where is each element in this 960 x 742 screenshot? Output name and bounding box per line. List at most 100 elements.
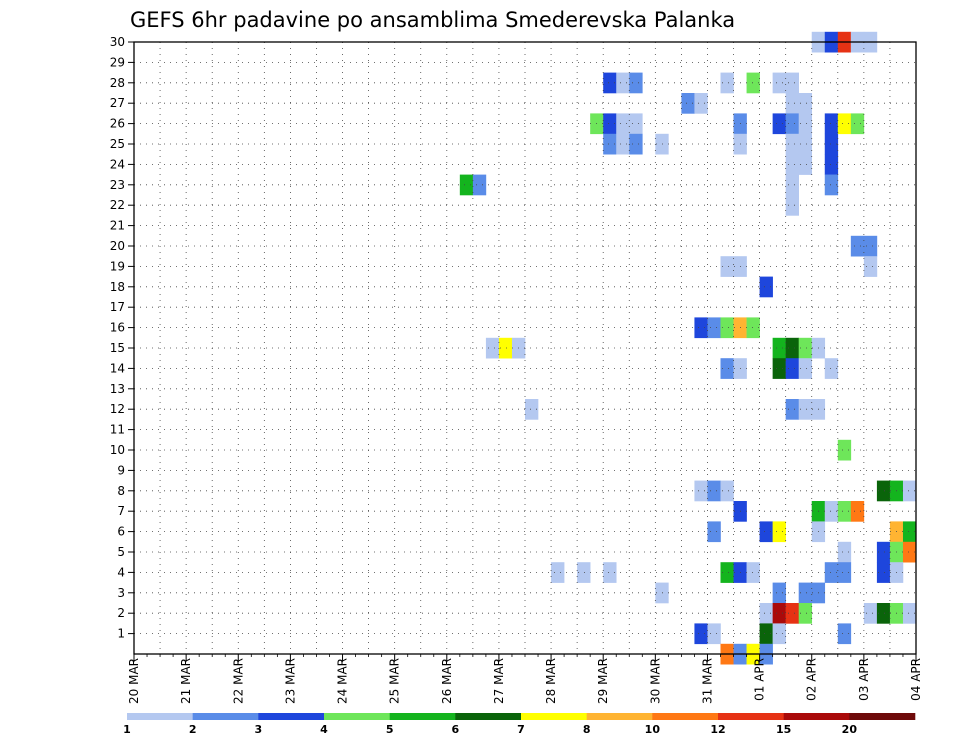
heatmap-cell-18 bbox=[616, 113, 630, 135]
y-tick-label-19: 19 bbox=[110, 259, 125, 273]
x-tick-label-2: 22 MAR bbox=[231, 658, 245, 704]
colorbar: 1 2 3 4 5 6 7 8 10 12 15 20 bbox=[123, 713, 916, 736]
heatmap-cell-101 bbox=[876, 562, 891, 583]
y-tick-label-2: 2 bbox=[117, 606, 125, 620]
heatmap-cell-108 bbox=[772, 603, 786, 624]
heatmap-cell-24 bbox=[824, 113, 839, 135]
heatmap-cell-77 bbox=[902, 480, 917, 502]
colorbar-swatch-6 bbox=[521, 713, 587, 720]
heatmap-cell-17 bbox=[603, 113, 617, 135]
x-tick-label-7: 27 MAR bbox=[492, 658, 506, 704]
heatmap-cell-44 bbox=[863, 235, 878, 257]
heatmap-cell-33 bbox=[798, 133, 813, 155]
y-tick-label-16: 16 bbox=[110, 321, 125, 335]
heatmap-cell-61 bbox=[720, 358, 734, 379]
heatmap-cell-10 bbox=[772, 72, 786, 94]
heatmap-cell-117 bbox=[759, 623, 773, 645]
heatmap-cell-73 bbox=[707, 480, 721, 502]
heatmap-cells bbox=[459, 31, 917, 665]
heatmap-cell-115 bbox=[694, 623, 708, 645]
y-tick-label-21: 21 bbox=[110, 219, 125, 233]
y-tick-label-17: 17 bbox=[110, 300, 125, 314]
heatmap-cell-72 bbox=[694, 480, 708, 502]
colorbar-swatch-10 bbox=[783, 713, 850, 720]
heatmap-cell-35 bbox=[785, 154, 799, 175]
x-tick-label-0: 20 MAR bbox=[127, 658, 141, 704]
y-tick-label-6: 6 bbox=[117, 525, 125, 539]
x-tick-label-11: 31 MAR bbox=[700, 658, 714, 704]
y-tick-label-18: 18 bbox=[110, 280, 125, 294]
heatmap-cell-22 bbox=[785, 113, 799, 135]
heatmap-cell-71 bbox=[837, 439, 852, 461]
heatmap-cell-118 bbox=[772, 623, 786, 645]
x-tick-label-4: 24 MAR bbox=[336, 658, 350, 704]
heatmap-cell-103 bbox=[655, 582, 669, 604]
heatmap-cell-53 bbox=[746, 317, 760, 339]
heatmap-cell-85 bbox=[772, 521, 786, 543]
colorbar-swatch-9 bbox=[718, 713, 784, 720]
heatmap-cell-15 bbox=[798, 93, 813, 114]
heatmap-cell-27 bbox=[603, 133, 617, 155]
x-tick-label-8: 28 MAR bbox=[544, 658, 558, 704]
colorbar-label-12: 12 bbox=[710, 723, 725, 736]
y-tick-label-5: 5 bbox=[117, 545, 125, 559]
heatmap-cell-45 bbox=[720, 256, 734, 277]
y-tick-label-1: 1 bbox=[117, 627, 125, 641]
heatmap-cell-59 bbox=[798, 337, 813, 359]
heatmap-cell-98 bbox=[746, 562, 760, 583]
heatmap-cell-94 bbox=[577, 562, 591, 583]
heatmap-cell-43 bbox=[850, 235, 865, 257]
heatmap-cell-93 bbox=[551, 562, 565, 583]
heatmap-cell-40 bbox=[785, 174, 799, 196]
y-tick-label-15: 15 bbox=[110, 341, 125, 355]
heatmap-cell-84 bbox=[759, 521, 773, 543]
colorbar-swatch-4 bbox=[389, 713, 456, 720]
heatmap-cell-96 bbox=[720, 562, 734, 583]
heatmap-cell-54 bbox=[485, 337, 500, 359]
heatmap-cell-75 bbox=[876, 480, 891, 502]
heatmap-cell-67 bbox=[525, 399, 539, 420]
heatmap-cell-26 bbox=[850, 113, 865, 135]
y-tick-label-9: 9 bbox=[117, 463, 125, 477]
heatmap-cell-30 bbox=[655, 133, 669, 155]
heatmap-cell-47 bbox=[863, 256, 878, 277]
y-tick-label-8: 8 bbox=[117, 484, 125, 498]
y-axis: 1234567891011121314151617181920212223242… bbox=[110, 35, 134, 641]
y-tick-label-20: 20 bbox=[110, 239, 125, 253]
heatmap-cell-90 bbox=[876, 541, 891, 563]
heatmap-cell-95 bbox=[603, 562, 617, 583]
heatmap-cell-23 bbox=[798, 113, 813, 135]
y-tick-label-7: 7 bbox=[117, 504, 125, 518]
heatmap-cell-55 bbox=[498, 337, 513, 359]
colorbar-swatch-1 bbox=[192, 713, 259, 720]
heatmap-cell-21 bbox=[772, 113, 786, 135]
heatmap-cell-83 bbox=[707, 521, 721, 543]
y-tick-label-11: 11 bbox=[110, 423, 125, 437]
colorbar-swatch-3 bbox=[324, 713, 390, 720]
colorbar-swatch-8 bbox=[652, 713, 719, 720]
colorbar-label-8: 8 bbox=[583, 723, 591, 736]
x-axis: 20 MAR 21 MAR 22 MAR 23 MAR 24 MAR 25 MAR 26 M… bbox=[127, 654, 923, 704]
heatmap-cell-114 bbox=[902, 603, 917, 624]
heatmap-cell-7 bbox=[629, 72, 643, 94]
heatmap-cell-12 bbox=[681, 93, 695, 114]
heatmap-cell-109 bbox=[785, 603, 799, 624]
heatmap-cell-110 bbox=[798, 603, 813, 624]
heatmap-cell-28 bbox=[616, 133, 630, 155]
colorbar-swatch-5 bbox=[455, 713, 522, 720]
y-tick-label-30: 30 bbox=[110, 35, 125, 49]
heatmap-cell-58 bbox=[785, 337, 799, 359]
y-tick-label-24: 24 bbox=[110, 157, 125, 171]
heatmap-cell-25 bbox=[837, 113, 852, 135]
heatmap-cell-100 bbox=[837, 562, 852, 583]
y-tick-label-25: 25 bbox=[110, 137, 125, 151]
x-tick-label-9: 29 MAR bbox=[596, 658, 610, 704]
heatmap-cell-105 bbox=[798, 582, 813, 604]
heatmap-cell-69 bbox=[798, 399, 813, 420]
y-tick-label-28: 28 bbox=[110, 76, 125, 90]
x-tick-label-14: 03 APR bbox=[857, 658, 871, 701]
colorbar-label-5: 5 bbox=[386, 723, 394, 736]
y-tick-label-27: 27 bbox=[110, 96, 125, 110]
heatmap-cell-116 bbox=[707, 623, 721, 645]
heatmap-cell-88 bbox=[902, 521, 917, 543]
